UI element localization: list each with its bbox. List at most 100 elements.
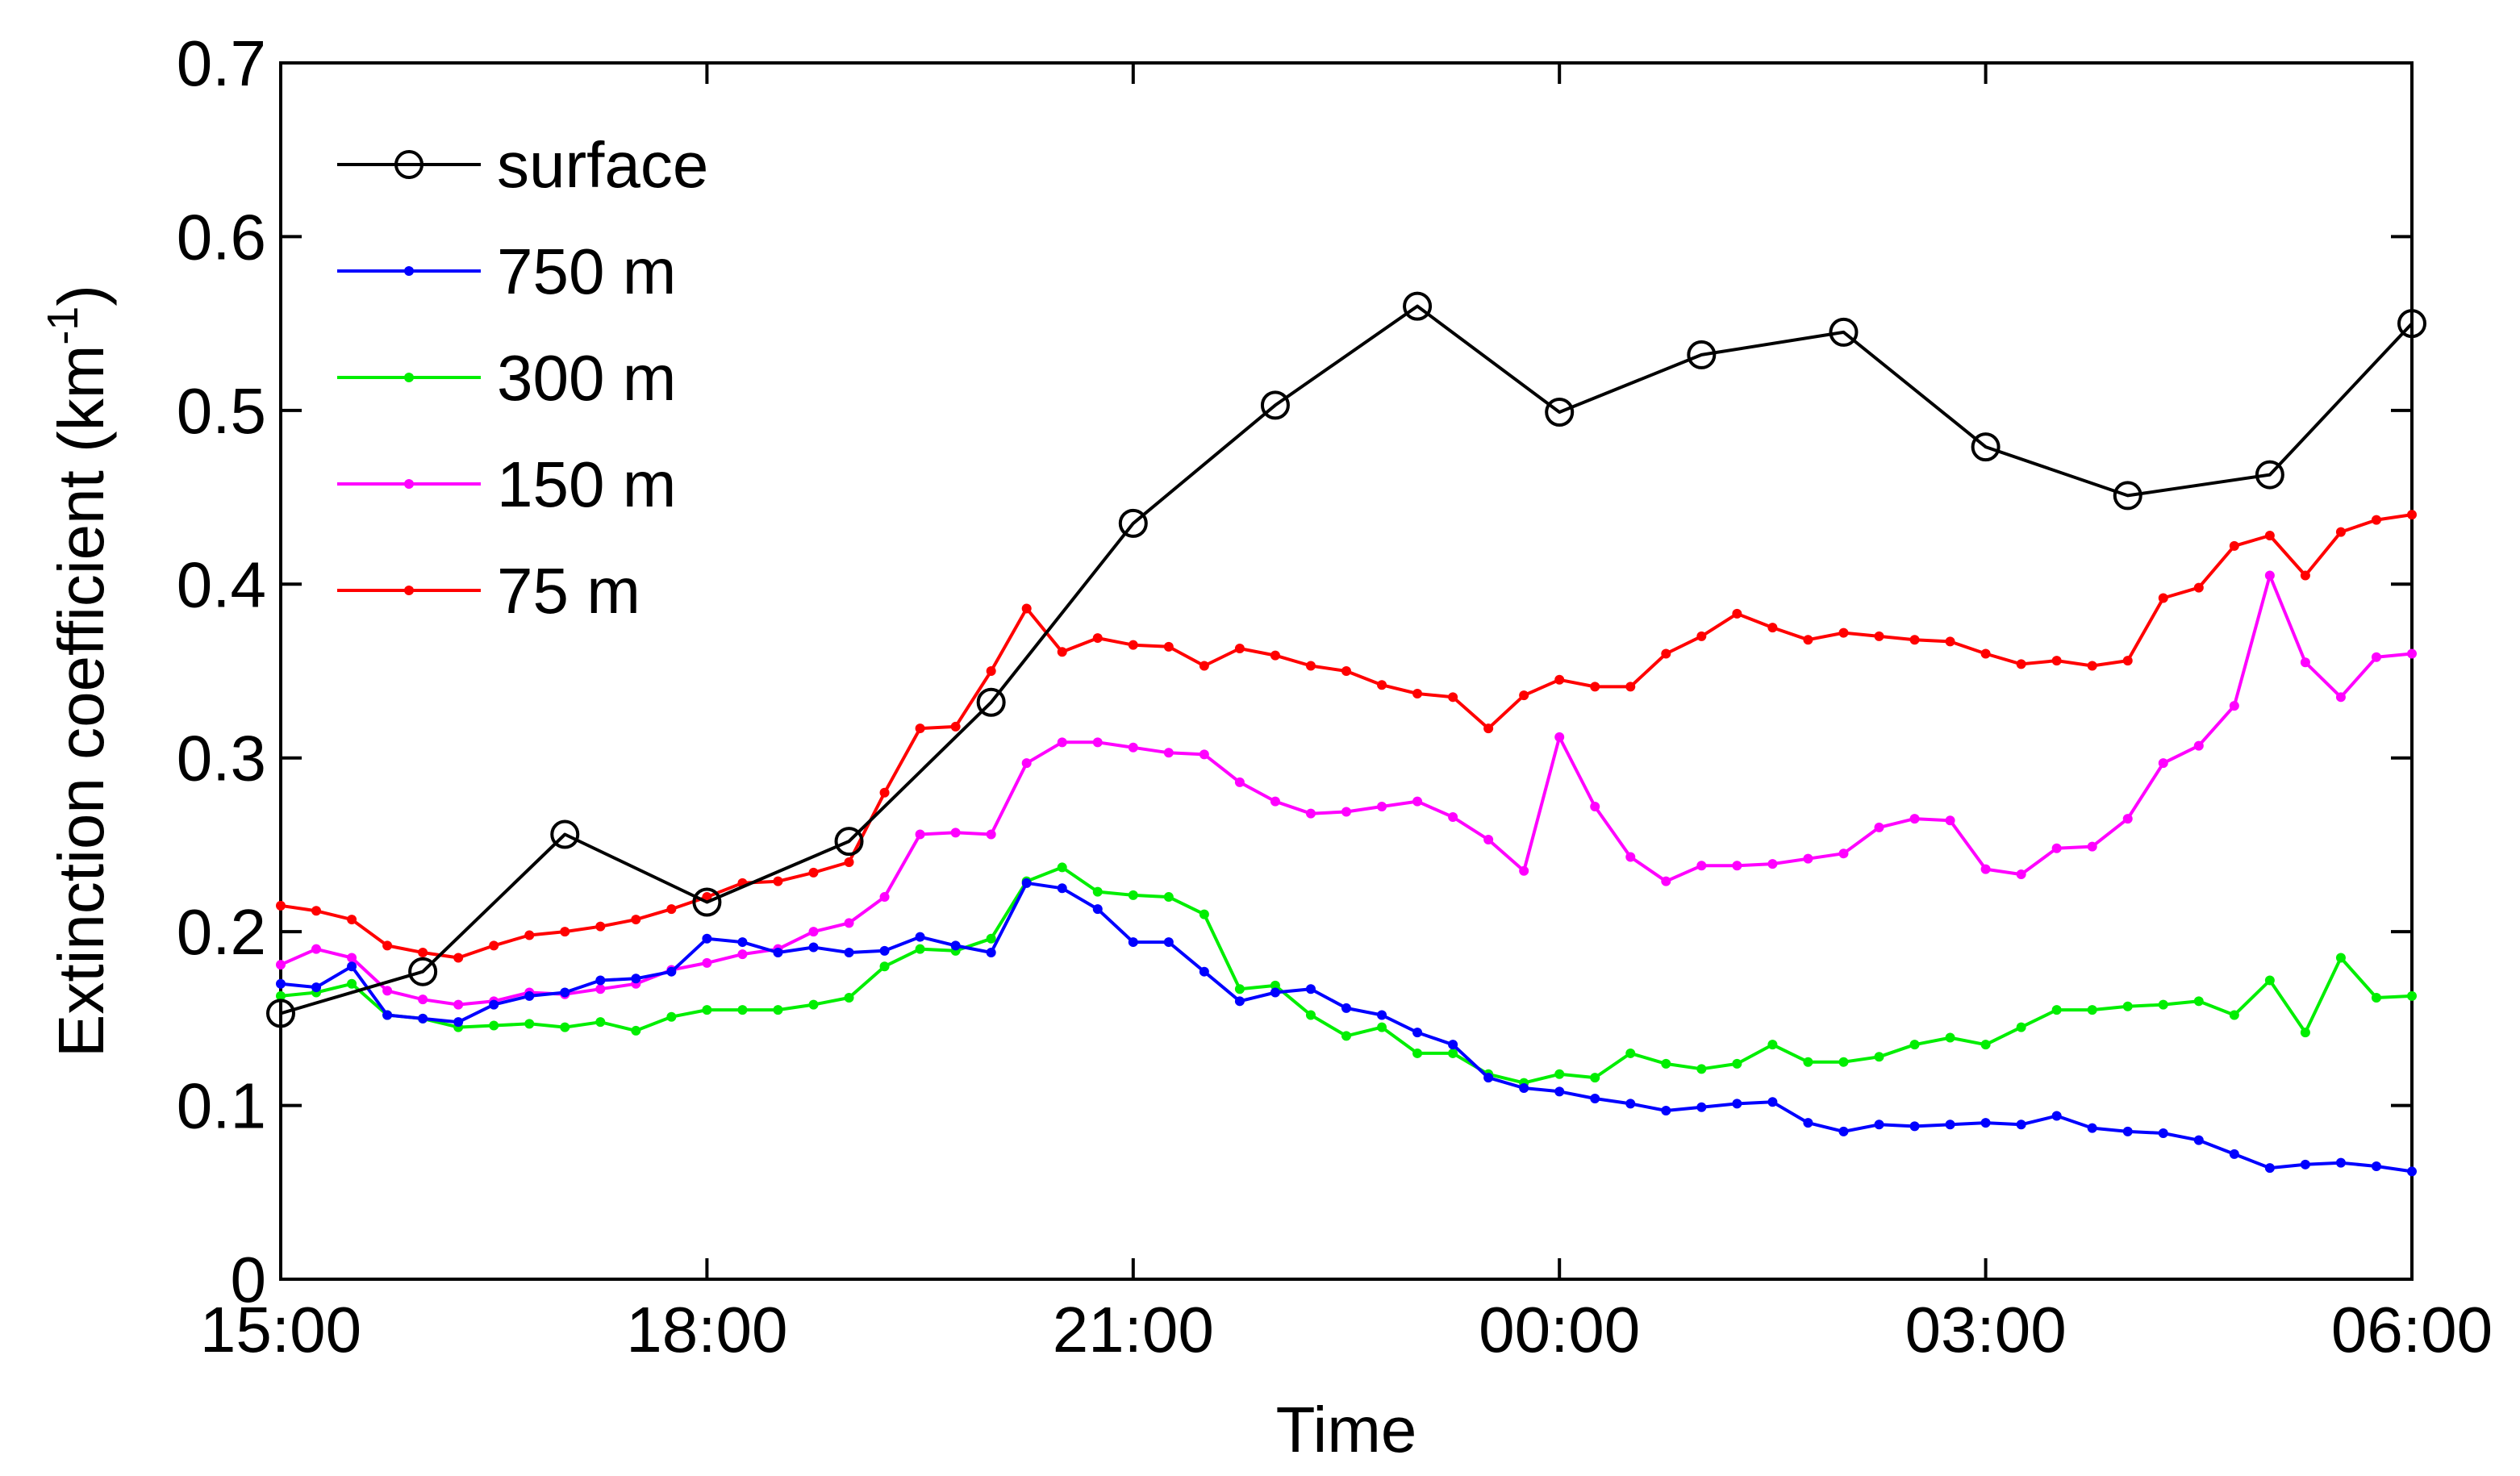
data-point-750-m: [773, 947, 783, 957]
data-point-surface: [1829, 317, 1859, 347]
data-point-750-m: [1590, 1093, 1600, 1103]
data-point-300-m: [1945, 1032, 1955, 1043]
data-point-75-m: [1590, 682, 1600, 692]
data-point-300-m: [2229, 1010, 2239, 1020]
legend-marker-750-m: [404, 266, 414, 276]
data-point-150-m: [1803, 853, 1813, 864]
data-point-75-m: [1696, 631, 1707, 641]
data-point-150-m: [1732, 861, 1742, 871]
data-point-75-m: [2300, 570, 2310, 581]
data-point-750-m: [808, 942, 819, 953]
data-point-300-m: [1838, 1057, 1849, 1067]
data-point-750-m: [1732, 1099, 1742, 1109]
data-point-150-m: [453, 999, 464, 1010]
data-point-750-m: [524, 990, 535, 1001]
data-point-75-m: [2371, 515, 2381, 525]
data-point-300-m: [2122, 1001, 2133, 1011]
data-point-150-m: [1234, 777, 1245, 787]
data-point-75-m: [631, 915, 641, 925]
data-point-75-m: [1980, 648, 1991, 659]
data-point-75-m: [453, 953, 464, 963]
data-point-300-m: [1590, 1073, 1600, 1083]
data-point-150-m: [2371, 652, 2381, 662]
data-point-150-m: [347, 953, 357, 963]
legend-marker-75-m: [404, 586, 414, 595]
data-point-300-m: [2016, 1022, 2026, 1032]
data-point-150-m: [1874, 822, 1884, 832]
data-point-75-m: [1163, 641, 1174, 652]
data-point-surface: [266, 999, 295, 1028]
data-point-750-m: [737, 937, 748, 948]
data-point-75-m: [382, 940, 393, 951]
data-point-150-m: [1483, 834, 1494, 844]
data-point-750-m: [1767, 1097, 1778, 1107]
data-point-150-m: [2051, 843, 2062, 853]
legend-marker-surface: [394, 150, 423, 179]
plot-frame: [279, 61, 2414, 1281]
data-point-300-m: [524, 1019, 535, 1029]
data-point-300-m: [1057, 862, 1067, 873]
data-point-75-m: [1625, 682, 1636, 692]
data-point-750-m: [1803, 1118, 1813, 1128]
data-point-300-m: [2193, 996, 2204, 1007]
data-point-750-m: [2371, 1161, 2381, 1171]
data-point-150-m: [2122, 814, 2133, 824]
data-point-750-m: [1909, 1121, 1920, 1132]
data-point-75-m: [950, 721, 961, 732]
data-point-300-m: [489, 1020, 499, 1031]
series-75-m: [276, 510, 2417, 963]
data-point-75-m: [1519, 690, 1529, 701]
data-point-300-m: [2051, 1005, 2062, 1015]
data-point-300-m: [1448, 1048, 1458, 1058]
x-tick-label: 18:00: [626, 1294, 787, 1366]
data-point-150-m: [2087, 841, 2097, 852]
data-point-750-m: [1625, 1099, 1636, 1109]
data-point-750-m: [1874, 1120, 1884, 1130]
data-point-300-m: [1128, 890, 1138, 900]
data-point-75-m: [915, 723, 925, 734]
data-point-150-m: [1519, 865, 1529, 876]
data-point-150-m: [1057, 737, 1067, 748]
data-point-750-m: [2229, 1149, 2239, 1159]
data-point-300-m: [1554, 1069, 1565, 1079]
data-point-150-m: [1412, 796, 1423, 807]
data-point-750-m: [844, 947, 854, 957]
data-point-300-m: [560, 1022, 570, 1032]
data-point-300-m: [1732, 1058, 1742, 1069]
data-point-surface: [692, 887, 722, 917]
data-point-750-m: [915, 932, 925, 942]
series-layer: [266, 291, 2426, 1177]
data-point-750-m: [2407, 1166, 2417, 1177]
y-axis-title-main: Extinction coefficient (km: [45, 345, 117, 1057]
data-point-150-m: [1945, 815, 1955, 826]
data-point-75-m: [311, 906, 322, 916]
data-point-75-m: [773, 876, 783, 886]
legend-entry-750-m: 750 m: [337, 236, 676, 307]
data-point-750-m: [879, 945, 890, 956]
data-point-300-m: [2407, 990, 2417, 1001]
data-point-750-m: [702, 933, 712, 944]
data-point-300-m: [347, 978, 357, 989]
legend-entry-75-m: 75 m: [337, 555, 640, 627]
series-150-m: [276, 570, 2417, 1010]
y-tick-label: 0.3: [177, 723, 266, 794]
legend-entry-150-m: 150 m: [337, 448, 676, 520]
data-point-surface: [408, 957, 438, 986]
data-point-300-m: [1163, 892, 1174, 903]
legend-entry-surface: surface: [337, 129, 708, 201]
data-point-150-m: [1909, 814, 1920, 824]
data-point-150-m: [1128, 742, 1138, 753]
data-point-150-m: [1590, 802, 1600, 812]
legend-label-surface: surface: [497, 129, 708, 201]
data-point-75-m: [1732, 608, 1742, 619]
data-point-75-m: [524, 930, 535, 940]
data-point-750-m: [1305, 984, 1316, 994]
data-point-750-m: [1696, 1102, 1707, 1112]
data-point-750-m: [1092, 904, 1103, 915]
data-point-75-m: [808, 867, 819, 878]
data-point-75-m: [1341, 666, 1351, 676]
legend-entry-300-m: 300 m: [337, 342, 676, 414]
data-point-300-m: [2087, 1005, 2097, 1015]
legend-marker-150-m: [404, 479, 414, 489]
